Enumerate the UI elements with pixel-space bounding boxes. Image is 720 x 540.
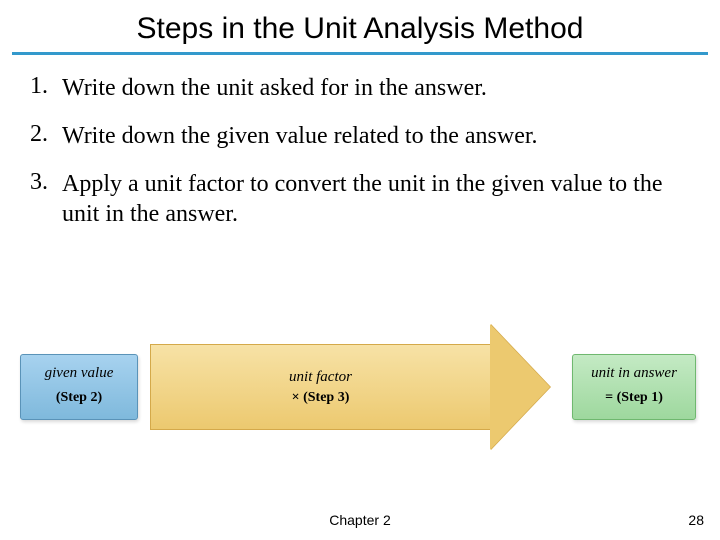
slide-title: Steps in the Unit Analysis Method (0, 0, 720, 52)
arrow-label-top: unit factor (151, 363, 490, 388)
step-number: 2. (30, 121, 62, 148)
step-item: 2. Write down the given value related to… (30, 121, 690, 151)
step-item: 1. Write down the unit asked for in the … (30, 73, 690, 103)
box-label-top: unit in answer (573, 355, 695, 386)
step-text: Write down the unit asked for in the ans… (62, 73, 690, 103)
flow-diagram: given value (Step 2) unit factor × (Step… (16, 330, 704, 470)
page-number: 28 (688, 512, 704, 528)
footer-chapter: Chapter 2 (0, 512, 720, 528)
given-value-box: given value (Step 2) (20, 354, 138, 420)
step-number: 3. (30, 169, 62, 196)
unit-factor-arrow-body: unit factor × (Step 3) (150, 344, 490, 430)
step-text: Write down the given value related to th… (62, 121, 690, 151)
unit-factor-arrow-head (490, 324, 550, 450)
box-label-bottom: (Step 2) (21, 386, 137, 416)
step-number: 1. (30, 73, 62, 100)
step-item: 3. Apply a unit factor to convert the un… (30, 169, 690, 229)
box-label-top: given value (21, 355, 137, 386)
step-text: Apply a unit factor to convert the unit … (62, 169, 690, 229)
box-label-bottom: = (Step 1) (573, 386, 695, 416)
arrow-label-bottom: × (Step 3) (151, 388, 490, 412)
title-underline (12, 52, 708, 55)
steps-list: 1. Write down the unit asked for in the … (0, 73, 720, 229)
unit-in-answer-box: unit in answer = (Step 1) (572, 354, 696, 420)
